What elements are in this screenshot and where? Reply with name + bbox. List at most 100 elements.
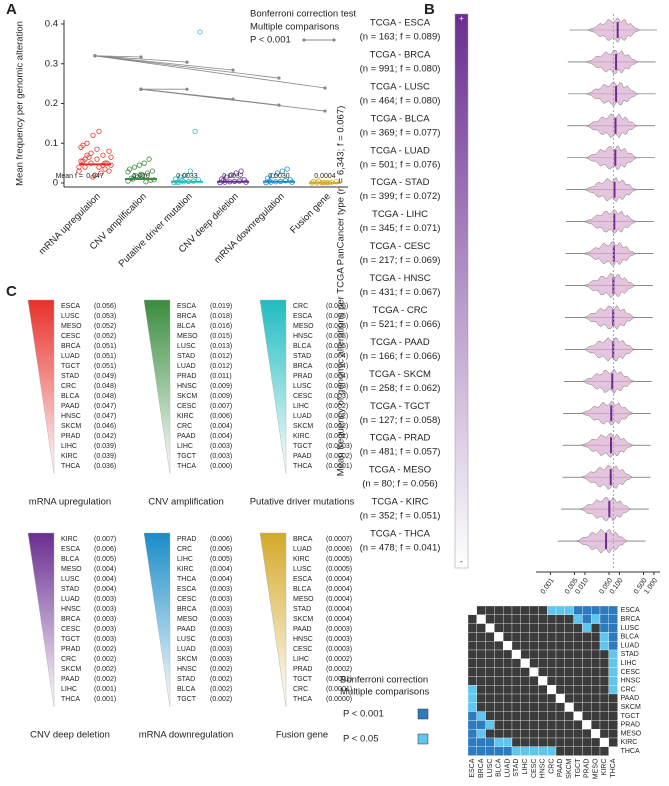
colorbar — [454, 13, 469, 569]
data-point — [94, 146, 100, 152]
ranking-value: (0.003) — [210, 443, 232, 450]
ranking-code: CESC — [293, 646, 312, 653]
heatmap-cell — [599, 649, 609, 659]
heatmap-cell — [520, 632, 530, 642]
heatmap-cell — [511, 729, 521, 739]
heatmap-cell — [573, 729, 583, 739]
ranking-code: THCA — [177, 576, 196, 583]
ranking-value: (0.036) — [94, 463, 116, 470]
ranking-code: THCA — [177, 463, 196, 470]
heatmap-cell — [529, 632, 539, 642]
data-point — [269, 173, 276, 179]
heatmap-cell — [573, 623, 583, 633]
heatmap-cell — [547, 746, 557, 756]
row-label: CESC — [621, 669, 640, 676]
ranking-code: LUSC — [293, 383, 312, 390]
ranking-value: (0.003) — [210, 646, 232, 653]
ranking-code: MESO — [61, 323, 82, 330]
column-label: THCA — [610, 758, 617, 777]
ranking-value: (0.003) — [210, 586, 232, 593]
ranking-value: (0.0003) — [326, 636, 352, 643]
heatmap-cell — [494, 632, 504, 642]
heatmap-cell — [599, 658, 609, 668]
heatmap-cell — [608, 605, 618, 615]
column-label: LIHC — [522, 759, 529, 775]
heatmap-cell — [520, 711, 530, 721]
ranking-code: HNSC — [177, 666, 197, 673]
heatmap-cell — [608, 632, 618, 642]
ranking-value: (0.002) — [94, 666, 116, 673]
ranking-value: (0.003) — [210, 453, 232, 460]
data-point — [106, 148, 112, 154]
ranking-code: LIHC — [61, 686, 77, 693]
ranking-code: PRAD — [177, 536, 196, 543]
heatmap-cell — [511, 746, 521, 756]
heatmap-cell — [467, 614, 477, 624]
comparison-end — [277, 76, 281, 80]
heatmap-cell — [511, 658, 521, 668]
ranking-value: (0.0001) — [326, 676, 352, 683]
ranking-code: PRAD — [61, 646, 80, 653]
heatmap-cell — [503, 676, 513, 686]
ranking-value: (0.005) — [326, 323, 348, 330]
heatmap-cell — [520, 702, 530, 712]
heatmap-cell — [520, 676, 530, 686]
ranking-value: (0.004) — [94, 576, 116, 583]
data-point — [333, 179, 339, 185]
ranking-value: (0.0007) — [326, 536, 352, 543]
heatmap-cell — [467, 658, 477, 668]
heatmap-cell — [538, 667, 548, 677]
heatmap-cell — [564, 605, 574, 615]
ranking-code: TGCT — [293, 676, 313, 683]
data-point — [146, 156, 152, 162]
heatmap-cell — [599, 685, 609, 695]
heatmap-cell — [511, 720, 521, 730]
heatmap-cell — [476, 693, 486, 703]
row-label: TCGA - HNSC — [369, 273, 430, 284]
legend-title: Multiple comparisons — [340, 687, 429, 698]
heatmap-cell — [467, 649, 477, 659]
column-label: ESCA — [469, 758, 476, 777]
ranking-title: Fusion gene — [276, 730, 328, 741]
ranking-value: (0.015) — [210, 333, 232, 340]
column-label: CESC — [531, 759, 538, 778]
heatmap-cell — [538, 632, 548, 642]
heatmap-cell — [538, 649, 548, 659]
row-label: TCGA - ESCA — [370, 18, 431, 29]
ranking-value: (0.039) — [94, 443, 116, 450]
data-point — [228, 172, 234, 178]
annotation-dot — [302, 38, 306, 42]
data-point — [127, 166, 133, 172]
panel-label: B — [424, 1, 435, 18]
row-sublabel: (n = 163; f = 0.089) — [360, 32, 441, 43]
heatmap-cell — [564, 623, 574, 633]
ranking-code: SKCM — [61, 423, 81, 430]
row-sublabel: (n = 478; f = 0.041) — [360, 543, 441, 554]
ranking-code: THCA — [293, 696, 312, 703]
ranking-code: LUAD — [61, 596, 80, 603]
ranking-code: STAD — [177, 676, 195, 683]
data-point — [88, 150, 94, 156]
ranking-value: (0.007) — [210, 403, 232, 410]
data-point — [136, 162, 142, 168]
heatmap-cell — [591, 693, 601, 703]
column-label: TGCT — [575, 758, 582, 778]
ranking-value: (0.002) — [326, 423, 348, 430]
heatmap-cell — [608, 623, 618, 633]
heatmap-cell — [564, 737, 574, 747]
heatmap-cell — [591, 720, 601, 730]
data-point — [197, 29, 203, 35]
heatmap-cell — [547, 667, 557, 677]
violin — [575, 528, 629, 554]
ranking-value: (0.003) — [94, 596, 116, 603]
ranking-value: (0.056) — [94, 303, 116, 310]
heatmap-cell — [520, 693, 530, 703]
heatmap-cell — [476, 614, 486, 624]
heatmap-cell — [573, 693, 583, 703]
row-label: TCGA - BLCA — [370, 113, 430, 124]
ranking-value: (0.042) — [94, 433, 116, 440]
violin — [583, 177, 638, 203]
row-label: LUSC — [621, 625, 640, 632]
heatmap-cell — [547, 658, 557, 668]
heatmap-cell — [494, 746, 504, 756]
